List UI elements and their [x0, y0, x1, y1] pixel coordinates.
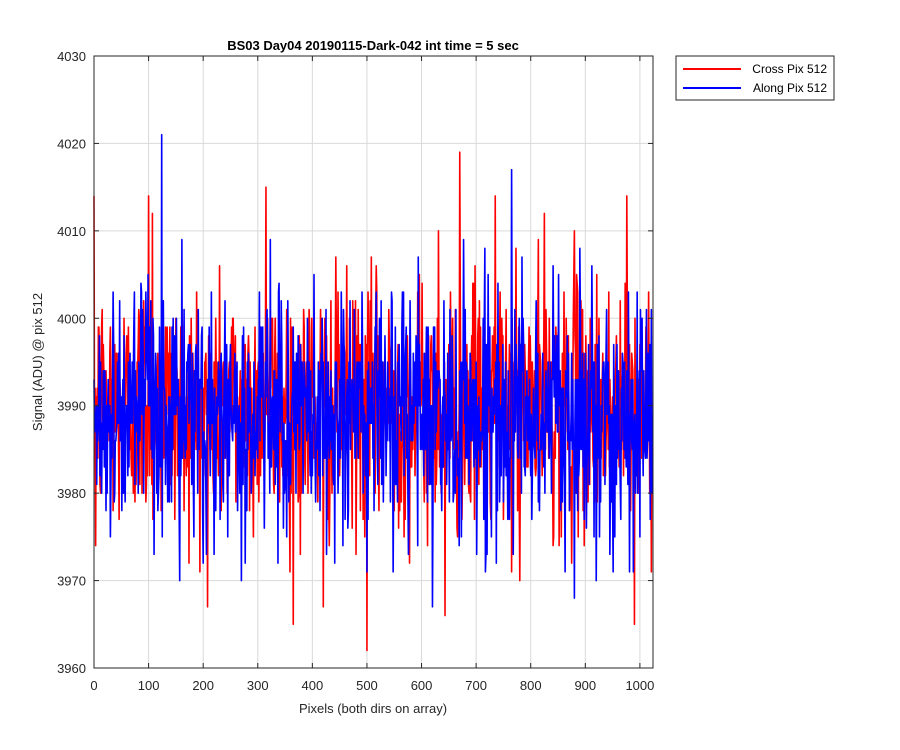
- legend-label-cross: Cross Pix 512: [752, 62, 827, 76]
- series-line: [93, 133, 654, 608]
- x-tick-label: 900: [574, 678, 596, 693]
- series-along-pix-512: [93, 133, 654, 608]
- x-tick-label: 100: [138, 678, 160, 693]
- y-tick-label: 4000: [57, 311, 86, 326]
- y-tick-label: 4010: [57, 224, 86, 239]
- tick-labels: 0 100 200 300 400 500 600 700 800 900 1000 3960 3970…: [57, 49, 654, 693]
- x-tick-label: 300: [247, 678, 269, 693]
- x-tick-label: 400: [302, 678, 324, 693]
- legend-box: [675, 55, 835, 101]
- x-tick-label: 700: [465, 678, 487, 693]
- y-tick-label: 3990: [57, 399, 86, 414]
- y-tick-label: 3980: [57, 486, 86, 501]
- ticks: [93, 55, 653, 669]
- y-tick-label: 4020: [57, 136, 86, 151]
- x-tick-label: 200: [192, 678, 214, 693]
- y-axis-label: Signal (ADU) @ pix 512: [30, 293, 45, 431]
- x-axis-label: Pixels (both dirs on array): [299, 701, 447, 716]
- y-tick-label: 3960: [57, 661, 86, 676]
- legend-label-along: Along Pix 512: [753, 81, 827, 95]
- chart-title: BS03 Day04 20190115-Dark-042 int time = …: [227, 38, 519, 53]
- x-tick-label: 500: [356, 678, 378, 693]
- x-tick-label: 800: [520, 678, 542, 693]
- x-tick-label: 1000: [625, 678, 654, 693]
- x-tick-label: 0: [90, 678, 97, 693]
- x-tick-label: 600: [411, 678, 433, 693]
- y-tick-label: 3970: [57, 574, 86, 589]
- y-tick-label: 4030: [57, 49, 86, 64]
- legend: Cross Pix 512 Along Pix 512: [675, 55, 835, 101]
- plot-frame: [93, 55, 654, 669]
